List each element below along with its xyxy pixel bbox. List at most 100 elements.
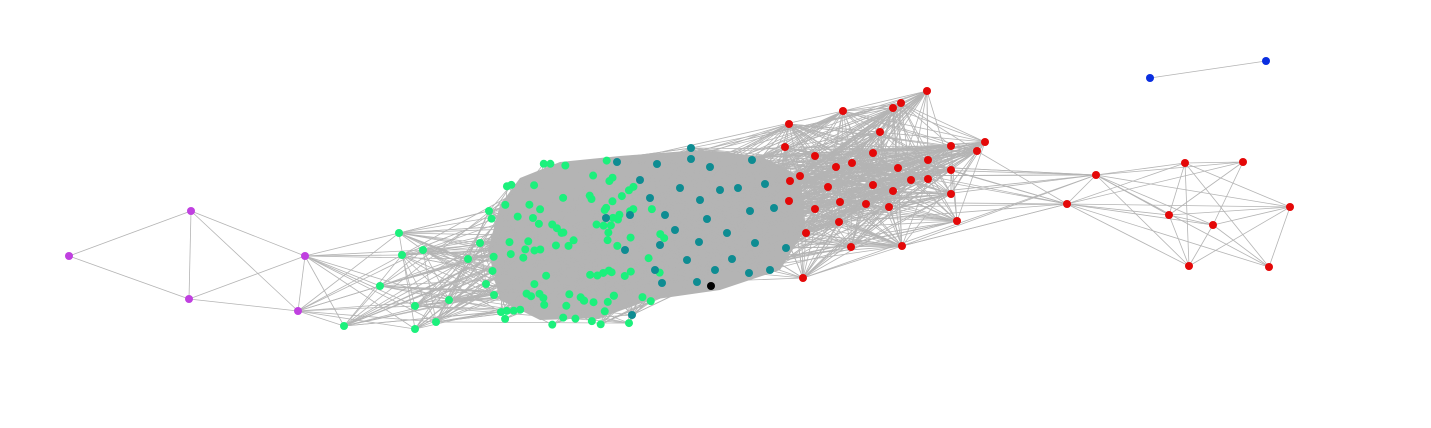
graph-node-green[interactable] — [539, 293, 548, 302]
graph-node-green[interactable] — [620, 271, 629, 280]
graph-node-red[interactable] — [1286, 203, 1294, 211]
graph-node-red[interactable] — [894, 164, 902, 172]
graph-node-teal[interactable] — [696, 196, 704, 204]
graph-node-green[interactable] — [505, 238, 514, 247]
graph-node-red[interactable] — [796, 172, 804, 180]
graph-node-green[interactable] — [506, 250, 515, 259]
graph-node-red[interactable] — [835, 218, 843, 226]
graph-node-purple[interactable] — [301, 252, 309, 260]
graph-node-green[interactable] — [521, 245, 530, 254]
graph-node-green[interactable] — [519, 253, 528, 262]
graph-node-green[interactable] — [516, 305, 525, 314]
graph-node-green[interactable] — [501, 314, 510, 323]
graph-node-red[interactable] — [1165, 211, 1173, 219]
graph-node-teal[interactable] — [626, 211, 634, 219]
graph-node-green[interactable] — [562, 301, 571, 310]
graph-node-green[interactable] — [638, 293, 647, 302]
graph-node-green[interactable] — [644, 254, 653, 263]
graph-node-red[interactable] — [1063, 200, 1071, 208]
graph-node-teal[interactable] — [687, 144, 695, 152]
graph-node-green[interactable] — [539, 159, 548, 168]
graph-node-red[interactable] — [923, 87, 931, 95]
graph-node-green[interactable] — [340, 322, 348, 330]
graph-node-green[interactable] — [482, 280, 490, 288]
graph-node-red[interactable] — [889, 187, 897, 195]
graph-node-green[interactable] — [606, 221, 615, 230]
graph-node-teal[interactable] — [782, 244, 790, 252]
graph-node-green[interactable] — [546, 159, 555, 168]
graph-node-teal[interactable] — [766, 266, 774, 274]
graph-node-green[interactable] — [411, 302, 419, 310]
graph-node-green[interactable] — [607, 268, 616, 277]
graph-node-green[interactable] — [524, 237, 533, 246]
graph-node-teal[interactable] — [751, 239, 759, 247]
graph-node-red[interactable] — [1181, 159, 1189, 167]
graph-node-teal[interactable] — [761, 180, 769, 188]
graph-node-red[interactable] — [885, 203, 893, 211]
graph-node-red[interactable] — [924, 156, 932, 164]
graph-node-green[interactable] — [561, 161, 570, 170]
graph-node-green[interactable] — [398, 251, 406, 259]
graph-node-teal[interactable] — [613, 158, 621, 166]
graph-node-teal[interactable] — [706, 163, 714, 171]
graph-node-red[interactable] — [947, 166, 955, 174]
graph-node-red[interactable] — [786, 177, 794, 185]
graph-node-green[interactable] — [603, 236, 612, 245]
graph-node-teal[interactable] — [746, 207, 754, 215]
graph-node-red[interactable] — [847, 243, 855, 251]
graph-node-green[interactable] — [646, 297, 655, 306]
graph-node-green[interactable] — [613, 241, 622, 250]
graph-node-green[interactable] — [530, 181, 539, 190]
graph-node-green[interactable] — [600, 307, 609, 316]
graph-node-green[interactable] — [589, 298, 598, 307]
graph-node-green[interactable] — [589, 171, 598, 180]
graph-node-red[interactable] — [836, 198, 844, 206]
graph-node-red[interactable] — [802, 229, 810, 237]
graph-node-green[interactable] — [592, 220, 601, 229]
graph-node-red[interactable] — [981, 138, 989, 146]
graph-node-red[interactable] — [1239, 158, 1247, 166]
graph-node-teal[interactable] — [676, 184, 684, 192]
graph-node-red[interactable] — [1092, 171, 1100, 179]
graph-node-green[interactable] — [411, 325, 419, 333]
graph-node-green[interactable] — [540, 300, 549, 309]
graph-node-green[interactable] — [626, 267, 635, 276]
graph-node-green[interactable] — [507, 180, 516, 189]
graph-node-teal[interactable] — [646, 194, 654, 202]
graph-node-green[interactable] — [608, 213, 617, 222]
graph-node-green[interactable] — [534, 219, 543, 228]
graph-node-green[interactable] — [489, 252, 498, 261]
graph-node-green[interactable] — [609, 291, 618, 300]
graph-node-green[interactable] — [488, 266, 497, 275]
graph-node-green[interactable] — [559, 193, 568, 202]
graph-node-green[interactable] — [599, 268, 608, 277]
graph-node-teal[interactable] — [628, 311, 636, 319]
graph-node-teal[interactable] — [687, 155, 695, 163]
graph-node-red[interactable] — [898, 242, 906, 250]
graph-node-teal[interactable] — [695, 238, 703, 246]
graph-node-teal[interactable] — [661, 211, 669, 219]
graph-node-green[interactable] — [445, 296, 453, 304]
graph-node-teal[interactable] — [748, 156, 756, 164]
graph-node-red[interactable] — [781, 143, 789, 151]
graph-node-red[interactable] — [799, 274, 807, 282]
graph-node-purple[interactable] — [185, 295, 193, 303]
graph-node-teal[interactable] — [770, 204, 778, 212]
graph-node-green[interactable] — [530, 280, 539, 289]
graph-node-green[interactable] — [602, 203, 611, 212]
graph-node-teal[interactable] — [656, 241, 664, 249]
graph-node-teal[interactable] — [745, 269, 753, 277]
graph-node-green[interactable] — [605, 177, 614, 186]
graph-node-green[interactable] — [660, 234, 669, 243]
graph-node-green[interactable] — [487, 214, 496, 223]
graph-node-green[interactable] — [576, 293, 585, 302]
graph-node-green[interactable] — [542, 271, 551, 280]
graph-node-green[interactable] — [602, 156, 611, 165]
graph-node-green[interactable] — [647, 205, 656, 214]
graph-node-green[interactable] — [502, 306, 511, 315]
graph-node-teal[interactable] — [728, 255, 736, 263]
graph-node-green[interactable] — [604, 228, 613, 237]
graph-node-red[interactable] — [889, 104, 897, 112]
graph-node-red[interactable] — [947, 142, 955, 150]
graph-node-green[interactable] — [564, 241, 573, 250]
